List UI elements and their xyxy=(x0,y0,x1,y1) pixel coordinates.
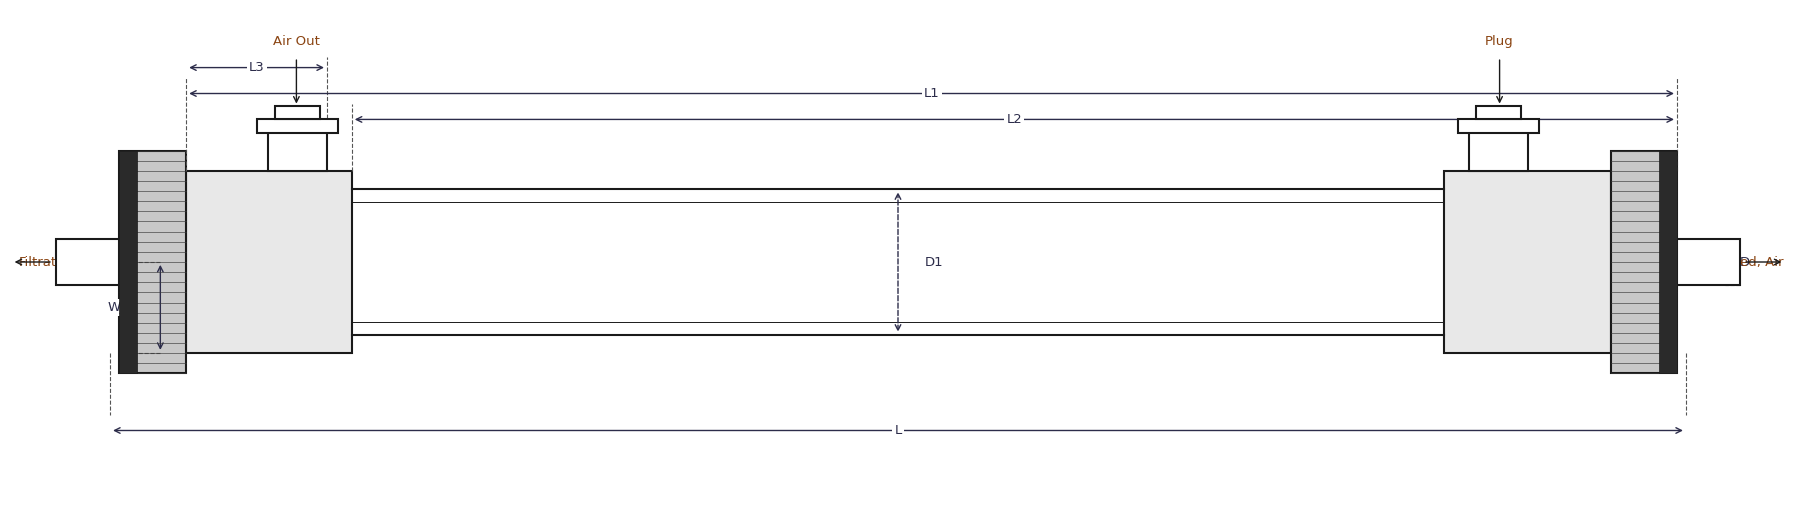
Text: D1: D1 xyxy=(925,256,943,268)
Text: L3: L3 xyxy=(248,61,264,74)
Bar xyxy=(275,106,320,119)
Bar xyxy=(257,119,338,134)
Bar xyxy=(268,130,327,171)
Text: L: L xyxy=(894,424,902,437)
Text: Filtrate: Filtrate xyxy=(20,256,65,268)
Text: Air Out: Air Out xyxy=(273,35,320,48)
Bar xyxy=(1469,130,1528,171)
Text: Feed, Air: Feed, Air xyxy=(1724,256,1783,268)
Bar xyxy=(187,171,352,353)
Bar xyxy=(119,150,136,374)
Text: L2: L2 xyxy=(1006,113,1022,126)
Text: W: W xyxy=(108,301,120,314)
Bar xyxy=(119,150,187,374)
Bar xyxy=(1476,106,1521,119)
Bar xyxy=(56,238,119,286)
Text: L1: L1 xyxy=(923,87,939,100)
Text: Plug: Plug xyxy=(1485,35,1514,48)
Text: D: D xyxy=(1740,256,1749,268)
Bar xyxy=(1444,171,1611,353)
Bar xyxy=(1458,119,1539,134)
Bar xyxy=(1660,150,1677,374)
Bar xyxy=(1611,150,1677,374)
Bar xyxy=(1677,238,1740,286)
